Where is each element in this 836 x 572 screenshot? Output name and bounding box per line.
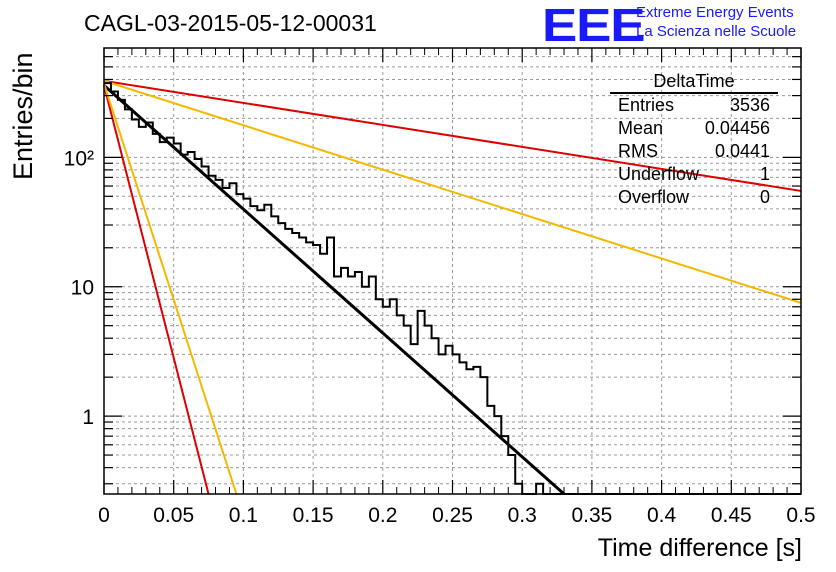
y-tick-label: 1 <box>82 406 94 429</box>
stats-label: Entries <box>618 95 675 115</box>
fit-curve-1 <box>103 84 566 496</box>
x-tick-label: 0.05 <box>153 504 194 527</box>
logo-line-2: La Scienza nelle Scuole <box>636 23 797 40</box>
stats-label: Underflow <box>618 164 700 184</box>
x-tick-label: 0.35 <box>571 504 612 527</box>
x-axis-label: Time difference [s] <box>597 534 802 562</box>
eee-logo: EEE <box>542 0 646 51</box>
stats-value: 3536 <box>729 95 770 115</box>
y-tick-label: 10 <box>71 277 94 300</box>
stats-row-rms: RMS 0.0441 <box>610 140 778 163</box>
stats-label: Mean <box>618 118 664 138</box>
x-tick-label: 0.1 <box>229 504 258 527</box>
logo-line-1: Extreme Energy Events <box>636 4 794 21</box>
run-title: CAGL-03-2015-05-12-00031 <box>84 10 377 36</box>
stats-row-mean: Mean 0.04456 <box>610 117 778 140</box>
fit-curve-4 <box>103 85 210 495</box>
fit-curve-3 <box>103 79 802 304</box>
y-tick-label: 10² <box>64 147 94 170</box>
stats-value: 0.0441 <box>714 141 770 161</box>
stats-value: 0 <box>759 187 770 207</box>
x-tick-label: 0.5 <box>786 504 815 527</box>
stats-row-overflow: Overflow 0 <box>610 186 778 209</box>
stats-row-entries: Entries 3536 <box>610 94 778 117</box>
x-tick-label: 0.3 <box>508 504 537 527</box>
x-tick-label: 0.2 <box>368 504 397 527</box>
stats-value: 1 <box>759 164 770 184</box>
logo-caption: Extreme Energy Events La Scienza nelle S… <box>636 3 796 41</box>
fit-curve-5 <box>103 83 238 495</box>
stats-label: Overflow <box>618 187 690 207</box>
stats-box: DeltaTime Entries 3536 Mean 0.04456 RMS 0.0… <box>610 70 778 209</box>
fit-curve-2 <box>103 79 802 192</box>
x-tick-label: 0.25 <box>432 504 473 527</box>
axis-ticks <box>103 48 802 494</box>
x-tick-labels: 0 0.05 0.1 0.15 0.2 0.25 0.3 0.35 0.4 0.45 0.5 <box>98 504 815 527</box>
stats-label: RMS <box>618 141 658 161</box>
x-tick-label: 0.4 <box>647 504 677 527</box>
x-tick-label: 0 <box>98 504 110 527</box>
stats-name: DeltaTime <box>610 70 778 94</box>
stats-row-underflow: Underflow 1 <box>610 163 778 186</box>
y-axis-label: Entries/bin <box>8 52 38 180</box>
stats-value: 0.04456 <box>704 118 770 138</box>
x-tick-label: 0.45 <box>711 504 752 527</box>
y-tick-labels: 1 10 10² <box>64 147 94 429</box>
x-tick-label: 0.15 <box>293 504 334 527</box>
